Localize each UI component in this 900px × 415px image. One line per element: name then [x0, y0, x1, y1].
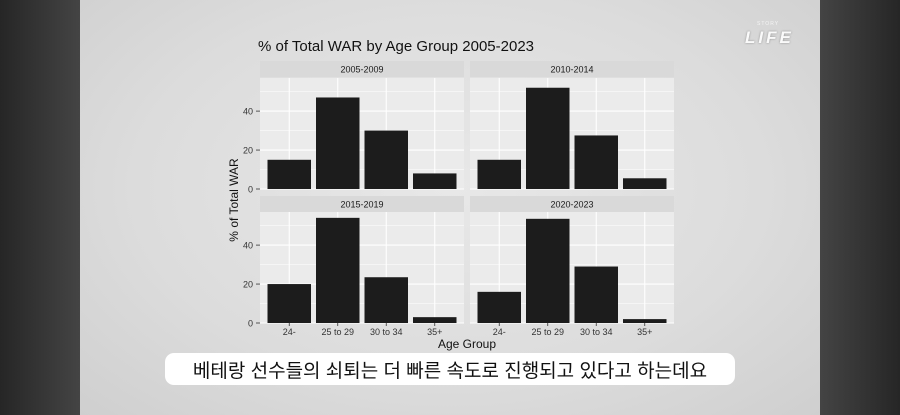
bar [477, 291, 521, 323]
y-tick-label: 0 [248, 319, 253, 329]
bar [623, 319, 667, 323]
x-tick-label: 35+ [427, 327, 442, 337]
bar [526, 218, 570, 323]
letterbox-left [0, 0, 80, 415]
y-tick-label: 0 [248, 185, 253, 195]
x-tick-label: 25 to 29 [531, 327, 564, 337]
x-tick-label: 30 to 34 [370, 327, 403, 337]
bar [574, 135, 618, 189]
facet-label: 2010-2014 [550, 65, 593, 75]
bar [364, 277, 408, 323]
subtitle-caption: 베테랑 선수들의 쇠퇴는 더 빠른 속도로 진행되고 있다고 하는데요 [165, 353, 735, 385]
bar [316, 97, 360, 189]
y-tick-label: 40 [243, 107, 253, 117]
channel-logo: LIFE [745, 28, 794, 47]
bar [477, 159, 521, 189]
facet-strip [470, 61, 674, 77]
y-tick-label: 20 [243, 146, 253, 156]
bar [413, 317, 457, 323]
y-tick-label: 20 [243, 280, 253, 290]
bar [316, 217, 360, 323]
x-tick-label: 30 to 34 [580, 327, 613, 337]
x-axis-title: Age Group [438, 337, 496, 351]
bar [526, 87, 570, 189]
x-tick-label: 24- [283, 327, 296, 337]
bar [413, 173, 457, 189]
bar [267, 284, 311, 323]
facet-strip [260, 196, 464, 212]
bar [267, 159, 311, 189]
x-tick-label: 24- [493, 327, 506, 337]
facet-strip [470, 196, 674, 212]
x-tick-label: 35+ [637, 327, 652, 337]
x-tick-label: 25 to 29 [321, 327, 354, 337]
y-tick-label: 40 [243, 241, 253, 251]
letterbox-right [820, 0, 900, 415]
facet-label: 2005-2009 [340, 65, 383, 75]
facet-label: 2015-2019 [340, 200, 383, 210]
chart-title: % of Total WAR by Age Group 2005-2023 [258, 38, 534, 55]
facet-label: 2020-2023 [550, 200, 593, 210]
y-axis-title: % of Total WAR [227, 158, 241, 242]
bar [364, 130, 408, 189]
facet-strip [260, 61, 464, 77]
bar [623, 178, 667, 189]
channel-logo-subtext: STORY [757, 21, 780, 27]
bar [574, 266, 618, 323]
